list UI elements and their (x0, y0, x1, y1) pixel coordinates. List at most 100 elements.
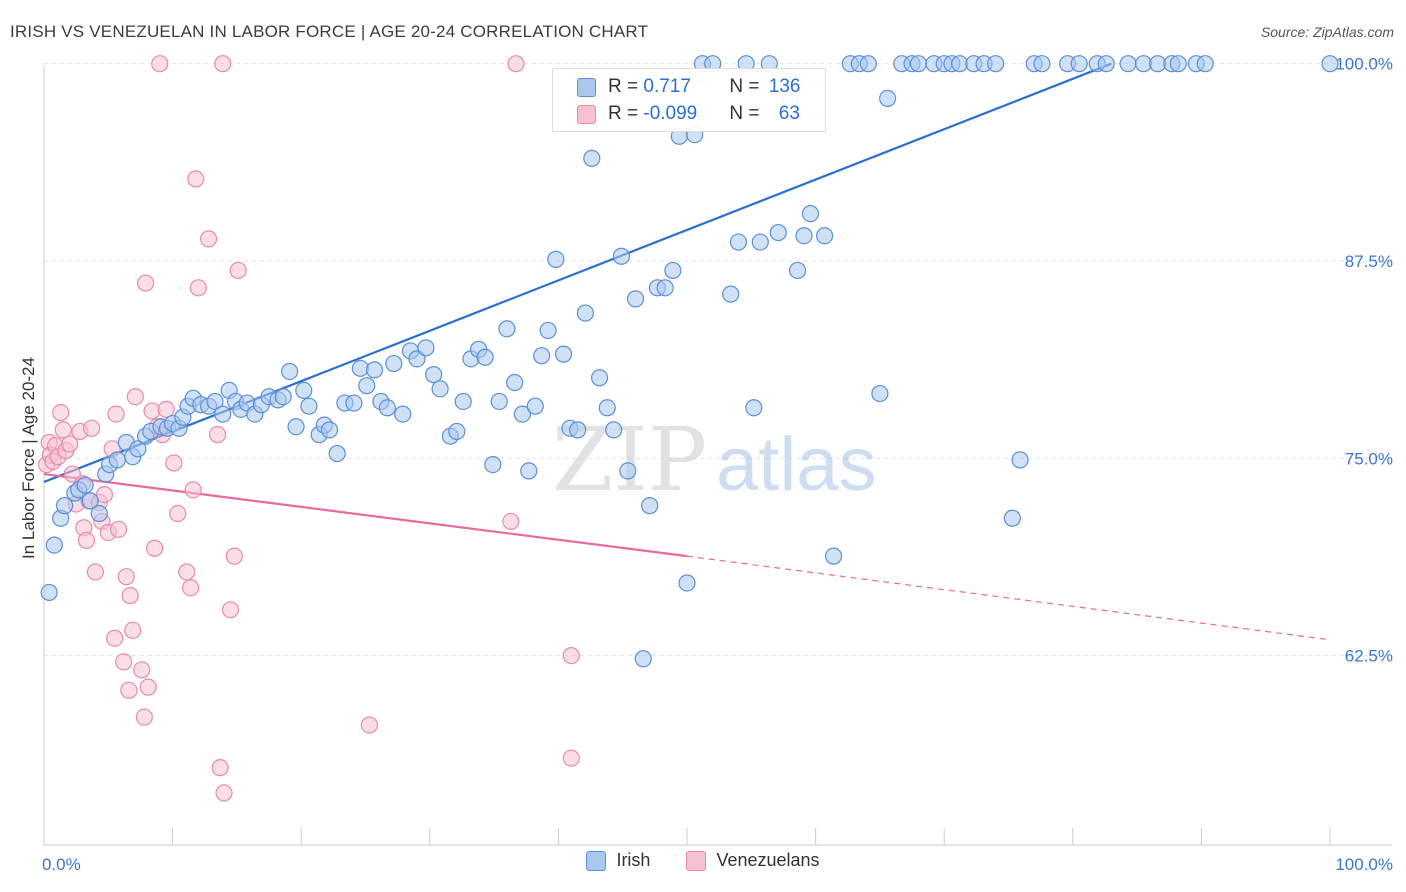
y-tick-label: 100.0% (1335, 55, 1393, 74)
venezuelans-point (200, 230, 218, 248)
venezuelans-point (109, 520, 128, 538)
irish-point (328, 444, 346, 463)
irish-point (55, 497, 74, 515)
venezuelans-point (115, 653, 133, 671)
venezuelans-point (187, 170, 205, 188)
legend-venezuelans-swatch (686, 850, 707, 871)
stats-row-venezuelans: R = -0.099 N = 63 (577, 101, 800, 127)
irish-point (664, 261, 682, 280)
irish-point (879, 89, 897, 108)
legend-item-irish[interactable]: Irish (586, 850, 650, 871)
tick-labels: 62.5% 75.0% 87.5% 100.0% 0.0% 100.0% (42, 55, 1393, 874)
irish-point (214, 405, 232, 423)
grid-lines (44, 63, 1392, 657)
irish-point (476, 348, 494, 366)
venezuelans-point (214, 55, 232, 73)
irish-point (788, 261, 807, 280)
venezuelans-point (189, 279, 207, 297)
irish-point (554, 345, 573, 363)
irish-point (605, 421, 623, 439)
irish-points (40, 55, 1339, 668)
venezuelans-n-value: 63 (778, 103, 800, 124)
venezuelans-point (120, 681, 138, 699)
legend-irish-label: Irish (616, 850, 651, 870)
irish-point (358, 377, 376, 395)
irish-point (274, 388, 292, 406)
venezuelans-r-value: -0.099 (643, 103, 698, 124)
irish-point (385, 354, 403, 373)
legend-venezuelans-label: Venezuelans (716, 850, 820, 870)
venezuelans-point (502, 512, 520, 531)
irish-point (520, 462, 538, 480)
legend-irish-swatch (586, 850, 607, 871)
irish-point (751, 233, 769, 251)
venezuelans-point (77, 531, 96, 549)
venezuelans-point (61, 435, 79, 453)
venezuelans-point (86, 563, 105, 581)
irish-point (634, 650, 652, 668)
irish-point (513, 405, 531, 423)
irish-point (345, 394, 363, 412)
irish-n-value: 136 (768, 76, 801, 97)
venezuelans-point (178, 563, 196, 581)
venezuelans-point (165, 454, 183, 472)
irish-point (612, 247, 631, 265)
irish-point (320, 421, 339, 439)
irish-point (454, 392, 472, 411)
venezuelans-point (229, 261, 247, 280)
venezuelans-point (507, 55, 525, 73)
venezuelans-point (135, 708, 153, 726)
y-axis-label: In Labor Force | Age 20-24 (19, 357, 38, 559)
venezuelans-swatch (577, 104, 596, 124)
irish-point (656, 279, 674, 297)
irish-point (90, 504, 108, 523)
irish-point (626, 290, 645, 308)
irish-point (526, 397, 544, 415)
venezuelans-points (37, 55, 580, 802)
y-tick-label: 87.5% (1345, 252, 1393, 271)
irish-point (1119, 55, 1137, 73)
venezuelans-point (209, 426, 227, 444)
irish-point (816, 227, 834, 245)
venezuelans-point (117, 568, 135, 586)
venezuelans-point (211, 759, 229, 777)
venezuelans-point (139, 678, 157, 696)
venezuelans-point (107, 405, 125, 423)
irish-point (569, 421, 587, 439)
venezuelans-point (82, 419, 101, 437)
irish-point (547, 250, 565, 269)
irish-point (641, 497, 659, 515)
venezuelans-trend-line (43, 472, 688, 558)
irish-point (825, 547, 843, 565)
watermark: ZIP atlas (552, 408, 877, 511)
irish-point (745, 399, 763, 417)
irish-point (394, 405, 412, 423)
irish-point (1169, 55, 1187, 73)
stats-row-irish: R = 0.717 N = 136 (577, 74, 800, 100)
irish-point (40, 583, 58, 602)
venezuelans-point (143, 402, 161, 420)
irish-point (417, 339, 435, 357)
x-tick-label: 100.0% (1335, 855, 1393, 874)
venezuelans-point (360, 716, 378, 734)
irish-point (45, 536, 63, 554)
irish-point (729, 233, 748, 251)
venezuelans-point (52, 403, 70, 422)
irish-point (498, 320, 516, 338)
watermark-atlas: atlas (716, 422, 877, 507)
irish-point (795, 227, 813, 245)
venezuelans-point (182, 579, 200, 597)
irish-point (76, 476, 94, 494)
irish-point (431, 380, 449, 398)
irish-point (1196, 55, 1214, 73)
legend-item-venezuelans[interactable]: Venezuelans (686, 850, 820, 871)
venezuelans-point (95, 485, 114, 504)
irish-point (448, 422, 466, 441)
venezuelans-point (133, 661, 151, 679)
venezuelans-point (215, 784, 233, 802)
irish-point (129, 440, 147, 458)
irish-point (769, 223, 787, 242)
venezuelans-trend-extension (686, 555, 1331, 641)
irish-point (576, 304, 595, 322)
irish-point (108, 451, 126, 469)
